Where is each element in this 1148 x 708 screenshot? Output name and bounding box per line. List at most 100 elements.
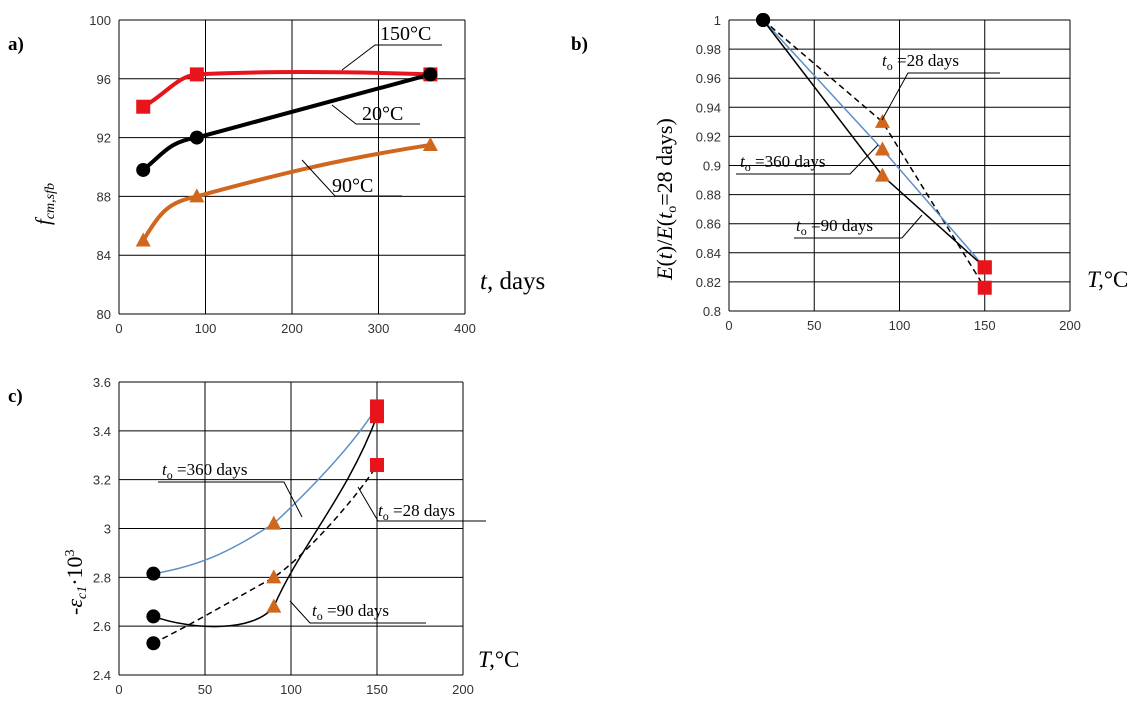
plot-c-x-tick-label: 200 xyxy=(452,682,474,697)
plot-a-marker-1-1 xyxy=(189,130,204,145)
plot-a-y-tick-label: 80 xyxy=(97,307,111,322)
annotation-c-90days: to =90 days xyxy=(289,600,426,624)
plot-a-y-tick-label: 88 xyxy=(97,189,111,204)
annotation-b-360days: to =360 days xyxy=(736,144,879,175)
plot-b: 0 50 100 150 200 0.8 0.82 0.84 0.86 0.88 0.9 0.92 0.… xyxy=(696,13,1081,333)
annotation-b-360days-text: to =360 days xyxy=(740,152,825,174)
plot-c-x-tick-label: 150 xyxy=(366,682,388,697)
plot-c-series-line-1 xyxy=(153,464,378,644)
plot-a-marker-1-0 xyxy=(136,162,151,177)
plot-a-series-line-0 xyxy=(142,70,431,109)
plot-c-series-line-0 xyxy=(153,406,378,575)
plot-b-y-tick-label: 0.8 xyxy=(703,304,721,319)
annotation-b-28days-text: to =28 days xyxy=(882,51,959,73)
panel-a-label: a) xyxy=(8,34,24,55)
plot-a-marker-0-0 xyxy=(136,99,151,114)
annotation-20C: 20°C xyxy=(331,103,420,125)
plot-c-marker-0-1 xyxy=(266,515,282,530)
plot-b-x-tick-label: 50 xyxy=(807,318,821,333)
plot-b-x-axis-label: T,°C xyxy=(1087,267,1128,292)
plot-a-marker-2-1 xyxy=(189,188,205,203)
plot-b-y-axis-label: E(t)/E(to=28 days) xyxy=(652,118,680,281)
plot-b-y-tick-label: 0.92 xyxy=(696,129,721,144)
plot-c-series-line-2 xyxy=(153,415,378,628)
plot-c-marker-1-0 xyxy=(146,636,161,651)
plot-b-y-tick-label: 0.9 xyxy=(703,159,721,174)
plot-a-x-tick-label: 300 xyxy=(368,321,390,336)
plot-b-x-tick-label: 200 xyxy=(1059,318,1081,333)
plot-b-y-tick-label: 0.88 xyxy=(696,188,721,203)
annotation-90C: 90°C xyxy=(301,159,402,197)
plot-c-y-axis-label: -εc1·103 xyxy=(62,549,90,615)
plot-c-y-tick-label: 2.4 xyxy=(93,668,111,683)
plot-b-marker-2-2 xyxy=(977,260,992,275)
panel-c-label: c) xyxy=(8,386,23,407)
plot-c-y-tick-label: 3.6 xyxy=(93,375,111,390)
plot-c-x-axis-label: T,°C xyxy=(478,647,519,672)
plot-b-series-line-0 xyxy=(762,19,986,289)
annotation-b-28days: to =28 days xyxy=(881,51,1000,121)
plot-a-x-tick-label: 400 xyxy=(454,321,476,336)
plot-a-y-tick-label: 84 xyxy=(97,248,111,263)
plot-c-marker-2-0 xyxy=(146,609,161,624)
plot-c-y-tick-label: 3.2 xyxy=(93,473,111,488)
plot-c-y-tick-label: 2.8 xyxy=(93,570,111,585)
annotation-c-90days-text: to =90 days xyxy=(312,601,389,623)
plot-b-y-tick-label: 0.82 xyxy=(696,275,721,290)
plot-a-x-tick-label: 0 xyxy=(115,321,122,336)
plot-a-marker-1-2 xyxy=(423,67,438,82)
plot-a-series-line-2 xyxy=(141,142,431,242)
plot-c-y-tick-label: 3 xyxy=(104,522,111,537)
annotation-150C: 150°C xyxy=(341,23,442,71)
plot-b-marker-0-1 xyxy=(874,113,890,128)
plot-a: 0 100 200 300 400 80 84 88 92 96 100 xyxy=(89,13,476,336)
annotation-b-90days-text: to =90 days xyxy=(796,216,873,238)
plot-a-y-tick-label: 100 xyxy=(89,13,111,28)
annotation-c-28days-text: to =28 days xyxy=(378,501,455,523)
annotation-c-360days: to =360 days xyxy=(158,460,303,518)
plot-c-marker-1-1 xyxy=(266,569,282,584)
plot-b-marker-2-0 xyxy=(756,13,771,27)
plot-c-y-tick-label: 3.4 xyxy=(93,424,111,439)
panel-a: a) 0 100 200 300 400 80 84 88 92 96 100 fcm,sfb t,… xyxy=(8,13,545,336)
plot-b-y-tick-label: 0.96 xyxy=(696,71,721,86)
plot-b-marker-2-1 xyxy=(874,167,890,182)
plot-a-y-tick-label: 96 xyxy=(97,72,111,87)
annotation-c-28days: to =28 days xyxy=(357,486,486,523)
plot-a-x-tick-label: 200 xyxy=(281,321,303,336)
plot-a-x-axis-label: t, days xyxy=(480,268,545,295)
plot-b-y-tick-label: 0.98 xyxy=(696,42,721,57)
annotation-b-90days: to =90 days xyxy=(794,214,923,239)
plot-b-x-tick-label: 0 xyxy=(725,318,732,333)
plot-a-marker-0-1 xyxy=(189,67,204,82)
plot-c-marker-0-0 xyxy=(146,566,161,581)
plot-a-marker-2-0 xyxy=(135,232,151,247)
annotation-20C-text: 20°C xyxy=(362,103,403,125)
panel-c: c) 0 50 100 150 200 2.4 2.6 2.8 3 3.2 3.4 3.6 -εc1·… xyxy=(8,375,519,697)
plot-a-y-tick-label: 92 xyxy=(97,131,111,146)
plot-c-marker-1-2 xyxy=(370,458,384,473)
plot-b-y-tick-label: 0.84 xyxy=(696,246,721,261)
annotation-90C-text: 90°C xyxy=(332,175,373,197)
plot-b-x-tick-label: 100 xyxy=(889,318,911,333)
plot-c-x-tick-label: 0 xyxy=(115,682,122,697)
plot-c-x-tick-label: 100 xyxy=(280,682,302,697)
plot-b-y-tick-label: 1 xyxy=(714,13,721,28)
plot-c: 0 50 100 150 200 2.4 2.6 2.8 3 3.2 3.4 3.6 xyxy=(93,375,474,697)
plot-b-y-tick-label: 0.86 xyxy=(696,217,721,232)
annotation-150C-text: 150°C xyxy=(380,23,431,45)
plot-a-y-axis-label: fcm,sfb xyxy=(31,183,58,225)
plot-c-marker-2-2 xyxy=(370,409,384,424)
plot-b-x-tick-label: 150 xyxy=(974,318,996,333)
plot-c-x-tick-label: 50 xyxy=(198,682,212,697)
plot-b-marker-1-1 xyxy=(874,141,890,156)
plot-b-marker-0-2 xyxy=(977,280,992,295)
plot-b-y-tick-label: 0.94 xyxy=(696,100,721,115)
plot-a-marker-2-2 xyxy=(422,136,438,151)
panel-b: b) 0 50 100 150 200 0.8 0.82 0.84 0.86 0.88 0.9 0.9… xyxy=(571,13,1128,333)
plot-c-marker-2-1 xyxy=(266,598,282,613)
panel-b-label: b) xyxy=(571,34,588,55)
plot-c-y-tick-label: 2.6 xyxy=(93,619,111,634)
annotation-c-360days-text: to =360 days xyxy=(162,460,247,482)
